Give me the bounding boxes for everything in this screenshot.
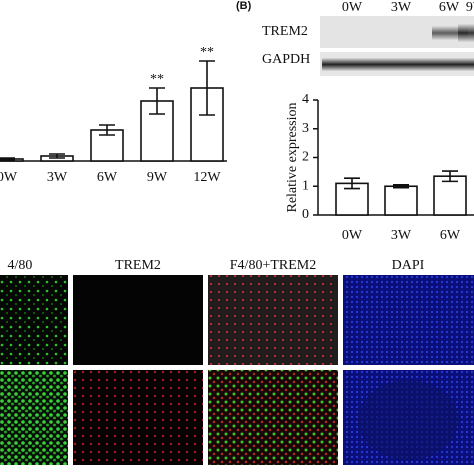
bar <box>384 185 418 216</box>
x-tick-label: 12W <box>193 170 221 185</box>
panel-column-label: 4/80 <box>8 258 33 273</box>
micrograph-grid <box>0 275 474 465</box>
error-bar <box>99 124 115 136</box>
blot-lane-label: 9W <box>466 0 474 15</box>
error-bar <box>0 157 15 161</box>
blot-row-label: TREM2 <box>262 24 308 39</box>
y-tick-label: 2 <box>302 150 309 165</box>
x-tick-label: 9W <box>147 170 168 185</box>
x-tick-label: 6W <box>97 170 118 185</box>
y-axis-label: Relative expression <box>285 102 300 212</box>
error-bar <box>199 60 215 116</box>
x-tick-label: 0W <box>0 170 18 185</box>
y-tick-label: 3 <box>302 121 309 136</box>
figure-label: (B) <box>236 0 252 12</box>
significance-label: ** <box>200 45 214 60</box>
blot-row-label: GAPDH <box>262 52 310 67</box>
panel-column-label: F4/80+TREM2 <box>230 258 316 273</box>
x-tick-label: 0W <box>342 228 363 243</box>
significance-label: ** <box>150 72 164 87</box>
x-tick-label: 3W <box>47 170 68 185</box>
panel-column-label: DAPI <box>392 258 425 273</box>
blot-image <box>320 16 474 76</box>
error-bar <box>49 153 65 159</box>
error-bar <box>442 170 458 183</box>
blot-lane-label: 3W <box>391 0 412 15</box>
blot-lane-label: 0W <box>342 0 363 15</box>
y-tick-label: 4 <box>302 92 309 107</box>
error-bar <box>393 184 409 189</box>
x-tick-label: 3W <box>391 228 412 243</box>
error-bar <box>344 177 360 190</box>
error-bar <box>149 87 165 115</box>
y-tick-label: 0 <box>302 207 309 222</box>
blot-lane-label: 6W <box>439 0 460 15</box>
y-tick-label: 1 <box>302 178 309 193</box>
x-tick-label: 6W <box>440 228 461 243</box>
panel-column-label: TREM2 <box>115 258 161 273</box>
